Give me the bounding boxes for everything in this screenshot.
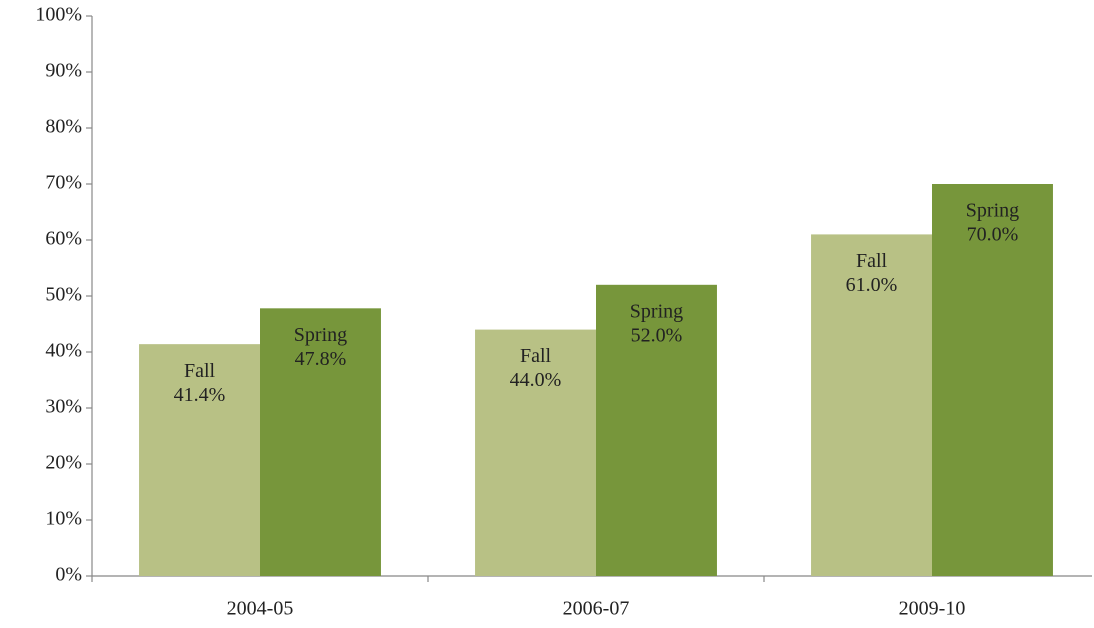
x-tick-label: 2006-07	[563, 598, 630, 620]
y-tick-label: 40%	[45, 340, 82, 362]
bar	[139, 344, 260, 576]
bar	[811, 234, 932, 576]
bar-series-label: Fall	[856, 250, 888, 272]
bar	[932, 184, 1053, 576]
bar-value-label: 41.4%	[174, 384, 226, 406]
bar-value-label: 52.0%	[631, 324, 683, 346]
bar-series-label: Fall	[184, 360, 216, 382]
y-tick-label: 0%	[55, 564, 82, 586]
bar-series-label: Fall	[520, 345, 552, 367]
bar	[475, 329, 596, 576]
bar	[260, 308, 381, 576]
x-tick-label: 2004-05	[227, 598, 294, 620]
bar-value-label: 44.0%	[510, 369, 562, 391]
x-tick-label: 2009-10	[899, 598, 966, 620]
y-tick-label: 10%	[45, 508, 82, 530]
bar-value-label: 61.0%	[846, 274, 898, 296]
bar-value-label: 70.0%	[967, 224, 1019, 246]
y-tick-label: 100%	[35, 4, 82, 26]
y-tick-label: 20%	[45, 452, 82, 474]
y-tick-label: 70%	[45, 172, 82, 194]
bar-value-label: 47.8%	[295, 348, 347, 370]
bar	[596, 284, 717, 576]
y-tick-label: 90%	[45, 60, 82, 82]
bar-series-label: Spring	[294, 324, 347, 346]
y-tick-label: 80%	[45, 116, 82, 138]
bar-series-label: Spring	[966, 200, 1019, 222]
y-tick-label: 30%	[45, 396, 82, 418]
y-tick-label: 60%	[45, 228, 82, 250]
y-tick-label: 50%	[45, 284, 82, 306]
bar-series-label: Spring	[630, 300, 683, 322]
